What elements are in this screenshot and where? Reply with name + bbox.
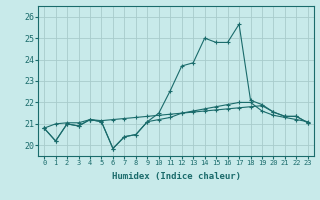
X-axis label: Humidex (Indice chaleur): Humidex (Indice chaleur) bbox=[111, 172, 241, 181]
